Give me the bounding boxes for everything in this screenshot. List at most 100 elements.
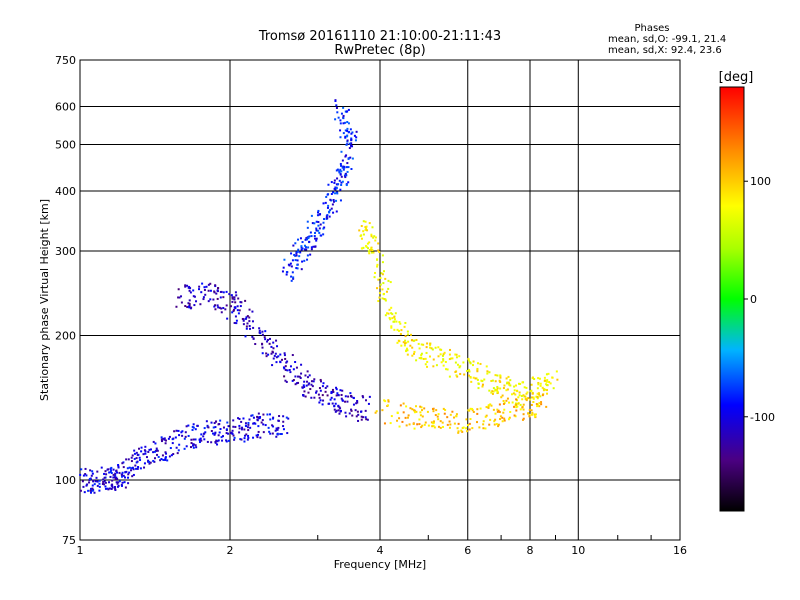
data-point <box>282 266 285 269</box>
data-point <box>362 220 365 223</box>
data-point <box>339 129 342 132</box>
data-point <box>354 139 357 142</box>
data-point <box>215 439 218 442</box>
data-point <box>448 375 451 378</box>
data-point <box>202 435 205 438</box>
data-point <box>414 405 417 408</box>
data-point <box>318 396 321 399</box>
data-point <box>283 352 286 355</box>
data-point <box>201 282 204 285</box>
data-point <box>364 228 367 231</box>
data-point <box>529 398 532 401</box>
data-point <box>474 377 477 380</box>
colorbar <box>719 86 745 512</box>
data-point <box>243 434 246 437</box>
data-point <box>347 395 350 398</box>
data-point <box>251 320 254 323</box>
data-point <box>177 296 180 299</box>
data-point <box>497 409 500 412</box>
data-point <box>289 371 292 374</box>
data-point <box>103 480 106 483</box>
data-point <box>343 174 346 177</box>
data-point <box>171 438 174 441</box>
data-point <box>412 422 415 425</box>
data-point <box>173 430 176 433</box>
data-point <box>231 429 234 432</box>
data-point <box>188 306 191 309</box>
data-point <box>297 375 300 378</box>
data-point <box>164 458 167 461</box>
data-point <box>199 437 202 440</box>
data-point <box>266 413 269 416</box>
data-point <box>375 410 378 413</box>
data-point <box>506 397 509 400</box>
data-point <box>153 460 156 463</box>
data-point <box>515 403 518 406</box>
data-point <box>350 144 353 147</box>
data-point <box>472 376 475 379</box>
data-point <box>200 291 203 294</box>
data-point <box>202 296 205 299</box>
data-point <box>367 247 370 250</box>
data-point <box>355 136 358 139</box>
data-point <box>381 409 384 412</box>
data-point <box>315 229 318 232</box>
data-point <box>80 468 83 471</box>
data-point <box>240 420 243 423</box>
data-point <box>555 370 558 373</box>
data-point <box>110 466 113 469</box>
x-tick-label: 4 <box>377 544 384 557</box>
data-point <box>344 411 347 414</box>
data-point <box>388 317 391 320</box>
data-point <box>505 399 508 402</box>
data-point <box>405 424 408 427</box>
data-point <box>523 395 526 398</box>
data-point <box>432 407 435 410</box>
data-point <box>329 398 332 401</box>
data-point <box>198 438 201 441</box>
data-point <box>539 395 542 398</box>
data-point <box>505 377 508 380</box>
axis-ticks: 1 2 4 6 8 10 16 75 100 200 300 400 500 600 750 <box>55 54 687 557</box>
data-point <box>130 469 133 472</box>
data-point <box>213 422 216 425</box>
data-point <box>361 395 364 398</box>
y-tick-label: 600 <box>55 101 76 114</box>
data-point <box>357 419 360 422</box>
data-point <box>395 320 398 323</box>
data-point <box>538 402 541 405</box>
data-point <box>310 396 313 399</box>
data-point <box>108 487 111 490</box>
data-point <box>362 396 365 399</box>
data-point <box>339 409 342 412</box>
data-point <box>258 327 261 330</box>
data-point <box>177 288 180 291</box>
data-point <box>318 227 321 230</box>
data-point <box>497 423 500 426</box>
data-point <box>178 434 181 437</box>
data-point <box>214 420 217 423</box>
data-point <box>94 480 97 483</box>
data-point <box>536 405 539 408</box>
data-point <box>393 328 396 331</box>
data-point <box>261 352 264 355</box>
data-point <box>176 452 179 455</box>
data-point <box>292 276 295 279</box>
data-point <box>324 201 327 204</box>
data-point <box>112 468 115 471</box>
data-point <box>203 288 206 291</box>
data-point <box>521 381 524 384</box>
data-point <box>376 265 379 268</box>
data-point <box>230 305 233 308</box>
data-point <box>251 310 254 313</box>
data-point <box>331 203 334 206</box>
data-point <box>127 458 130 461</box>
data-point <box>180 431 183 434</box>
data-point <box>509 384 512 387</box>
data-point <box>362 230 365 233</box>
data-point <box>135 467 138 470</box>
data-point <box>337 116 340 119</box>
data-point <box>220 311 223 314</box>
data-point <box>344 395 347 398</box>
x-tick-label: 8 <box>527 544 534 557</box>
